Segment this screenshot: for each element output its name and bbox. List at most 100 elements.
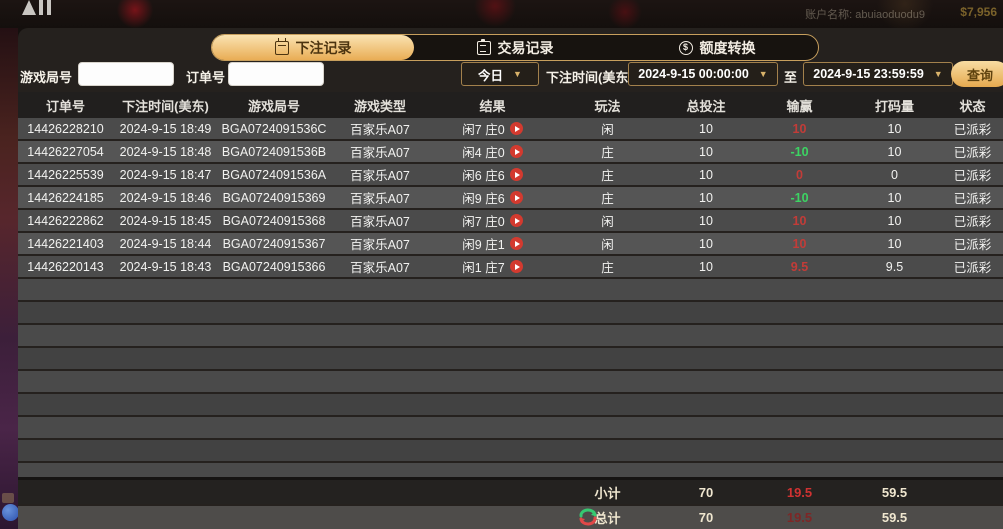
- play-video-icon[interactable]: [509, 237, 523, 250]
- subtotal-label: 小计: [594, 485, 621, 501]
- tab-quota-transfer[interactable]: $ 额度转换: [616, 35, 818, 60]
- subtotal-turnover: 59.5: [881, 484, 908, 500]
- cell-time: 2024-9-15 18:44: [119, 236, 212, 251]
- end-time-select[interactable]: 2024-9-15 23:59:59 ▼: [803, 62, 953, 86]
- table-row: 14426220143 2024-9-15 18:43 BGA07240915366…: [18, 256, 1003, 277]
- tab-label: 下注记录: [295, 39, 352, 56]
- cell-bet: 10: [699, 121, 713, 136]
- empty-row: [18, 440, 1003, 461]
- records-tabbar: 下注记录 交易记录 $ 额度转换: [211, 34, 819, 61]
- column-header: 游戏类型: [353, 98, 406, 114]
- tab-transaction-records[interactable]: 交易记录: [414, 35, 616, 60]
- cell-game: 百家乐A07: [350, 146, 410, 160]
- cell-game: 百家乐A07: [350, 238, 410, 252]
- tab-betting-records[interactable]: 下注记录: [212, 35, 414, 60]
- footer-divider: [18, 477, 1003, 480]
- filter-bar: 游戏局号 订单号 今日 ▼ 下注时间(美东) 2024-9-15 00:00:0…: [18, 58, 1003, 92]
- cell-turnover: 10: [887, 236, 902, 251]
- service-bubble-icon[interactable]: [2, 504, 19, 521]
- play-video-icon[interactable]: [509, 214, 523, 227]
- cell-time: 2024-9-15 18:47: [119, 167, 212, 182]
- account-name-label: 账户名称: abuiaoduodu9: [805, 9, 925, 21]
- table-row: 14426227054 2024-9-15 18:48 BGA0724091536B…: [18, 141, 1003, 162]
- game-round-label: 游戏局号: [20, 70, 73, 85]
- subtotal-row: 小计 70 19.5 59.5: [18, 480, 1003, 504]
- column-header: 游戏局号: [247, 98, 300, 114]
- start-time-select[interactable]: 2024-9-15 00:00:00 ▼: [628, 62, 778, 86]
- game-round-input[interactable]: [78, 62, 174, 86]
- empty-row: [18, 325, 1003, 346]
- cell-time: 2024-9-15 18:48: [119, 144, 212, 159]
- cell-time: 2024-9-15 18:43: [119, 259, 212, 274]
- total-winloss: 19.5: [786, 510, 813, 525]
- refresh-exchange-icon[interactable]: [577, 507, 599, 527]
- cell-turnover: 10: [887, 121, 902, 136]
- cell-status: 已派彩: [953, 123, 992, 137]
- cell-winloss: 9.5: [790, 259, 809, 274]
- cell-bet: 10: [699, 213, 713, 228]
- table-row: 14426221403 2024-9-15 18:44 BGA07240915367…: [18, 233, 1003, 254]
- column-header: 打码量: [874, 98, 914, 114]
- lobby-background-left: [0, 28, 18, 529]
- cell-bet: 10: [699, 167, 713, 182]
- result-text: 闲1 庄7: [462, 261, 505, 275]
- to-label: 至: [784, 70, 798, 85]
- cell-winloss: 10: [792, 121, 807, 136]
- empty-row: [18, 279, 1003, 300]
- cell-time: 2024-9-15 18:45: [119, 213, 212, 228]
- chevron-down-icon: ▼: [513, 69, 522, 79]
- column-header: 订单号: [45, 98, 85, 114]
- result-cell: 闲6 庄6: [430, 165, 555, 184]
- chevron-down-icon: ▼: [933, 69, 943, 79]
- cell-game: 百家乐A07: [350, 215, 410, 229]
- cell-bet: 10: [699, 259, 713, 274]
- cell-order_id: 14426228210: [27, 121, 104, 136]
- order-no-input[interactable]: [228, 62, 324, 86]
- query-button[interactable]: 查询: [951, 61, 1003, 87]
- clipboard-icon: [476, 38, 491, 55]
- cell-winloss: -10: [790, 190, 809, 205]
- order-no-label: 订单号: [186, 70, 226, 85]
- column-header: 结果: [479, 98, 506, 114]
- result-text: 闲7 庄0: [462, 215, 505, 229]
- play-video-icon[interactable]: [509, 145, 523, 158]
- result-cell: 闲4 庄0: [430, 142, 555, 161]
- total-turnover: 59.5: [881, 510, 908, 525]
- cell-round: BGA07240915369: [222, 190, 326, 205]
- empty-row: [18, 394, 1003, 415]
- result-text: 闲6 庄6: [462, 169, 505, 183]
- cell-round: BGA07240915366: [222, 259, 326, 274]
- cell-order_id: 14426227054: [27, 144, 104, 159]
- cell-play: 庄: [601, 192, 614, 206]
- cell-order_id: 14426221403: [27, 236, 104, 251]
- cell-status: 已派彩: [953, 215, 992, 229]
- cell-winloss: 10: [792, 213, 807, 228]
- result-cell: 闲9 庄1: [430, 234, 555, 253]
- total-bet: 70: [698, 510, 714, 525]
- total-label: 总计: [594, 511, 621, 526]
- play-video-icon[interactable]: [509, 122, 523, 135]
- cell-winloss: 0: [796, 167, 803, 182]
- date-range-select[interactable]: 今日 ▼: [461, 62, 539, 86]
- column-header: 玩法: [594, 98, 621, 114]
- cell-round: BGA0724091536A: [221, 167, 327, 182]
- cell-bet: 10: [699, 236, 713, 251]
- play-video-icon[interactable]: [509, 191, 523, 204]
- cell-winloss: -10: [790, 144, 809, 159]
- empty-row: [18, 417, 1003, 438]
- play-video-icon[interactable]: [509, 168, 523, 181]
- empty-row: [18, 371, 1003, 392]
- cell-game: 百家乐A07: [350, 192, 410, 206]
- table-row: 14426225539 2024-9-15 18:47 BGA0724091536A…: [18, 164, 1003, 185]
- tab-label: 交易记录: [497, 39, 554, 56]
- close-icon[interactable]: ✕: [994, 30, 1003, 50]
- cell-order_id: 14426220143: [27, 259, 104, 274]
- play-video-icon[interactable]: [509, 260, 523, 273]
- cell-round: BGA0724091536C: [221, 121, 327, 136]
- result-cell: 闲9 庄6: [430, 188, 555, 207]
- coin-transfer-icon: $: [678, 40, 693, 55]
- result-cell: 闲7 庄0: [430, 119, 555, 138]
- cell-play: 庄: [601, 169, 614, 183]
- table-row: 14426228210 2024-9-15 18:49 BGA0724091536C…: [18, 118, 1003, 139]
